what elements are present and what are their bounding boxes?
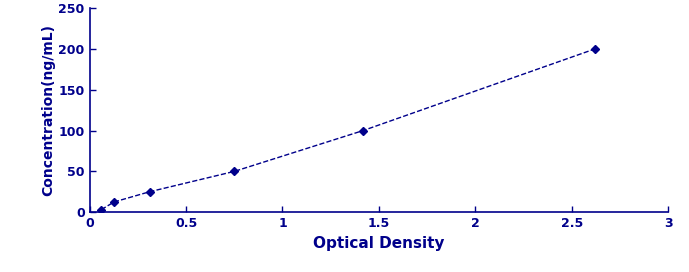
Y-axis label: Concentration(ng/mL): Concentration(ng/mL) [41, 24, 56, 196]
X-axis label: Optical Density: Optical Density [313, 236, 444, 251]
